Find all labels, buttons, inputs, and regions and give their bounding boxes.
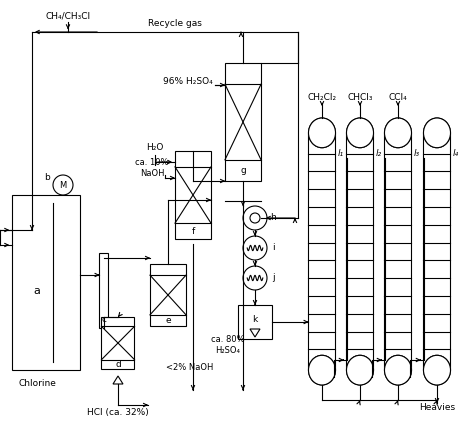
Ellipse shape (384, 355, 411, 385)
Text: a: a (34, 286, 40, 296)
Ellipse shape (423, 118, 450, 148)
Text: k: k (252, 315, 258, 323)
Bar (238, 305, 272, 339)
Text: <2% NaOH: <2% NaOH (166, 364, 214, 372)
Text: e: e (165, 316, 171, 325)
Text: CCl₄: CCl₄ (389, 93, 407, 102)
Text: g: g (240, 166, 246, 175)
Text: H₂O: H₂O (146, 144, 164, 152)
Polygon shape (250, 329, 260, 337)
Text: M: M (59, 181, 67, 190)
Text: Heavies: Heavies (419, 402, 455, 411)
Bar (150, 264, 186, 326)
Text: CH₄/CH₃Cl: CH₄/CH₃Cl (46, 11, 91, 20)
Text: Chlorine: Chlorine (18, 379, 56, 388)
Bar (100, 253, 109, 328)
Text: h: h (270, 214, 276, 223)
Text: HCl (ca. 32%): HCl (ca. 32%) (87, 408, 149, 417)
Ellipse shape (346, 355, 374, 385)
Ellipse shape (423, 355, 450, 385)
Ellipse shape (384, 118, 411, 148)
Text: l₄: l₄ (453, 148, 459, 158)
Bar (346, 133, 374, 370)
Bar (12, 195, 80, 370)
Text: 96% H₂SO₄: 96% H₂SO₄ (163, 78, 213, 86)
Ellipse shape (309, 355, 336, 385)
Text: CHCl₃: CHCl₃ (347, 93, 373, 102)
Bar (101, 317, 135, 369)
Text: ca. 10%
NaOH: ca. 10% NaOH (135, 158, 169, 178)
Text: i: i (272, 243, 274, 253)
Text: l₁: l₁ (338, 148, 344, 158)
Bar (309, 133, 336, 370)
Text: ca. 80%
H₂SO₄: ca. 80% H₂SO₄ (211, 335, 245, 355)
Text: d: d (115, 360, 121, 369)
Text: Recycle gas: Recycle gas (148, 20, 202, 29)
Text: l₂: l₂ (376, 148, 382, 158)
Polygon shape (113, 376, 123, 384)
Text: b: b (44, 172, 50, 181)
Ellipse shape (346, 118, 374, 148)
Ellipse shape (309, 118, 336, 148)
Text: c: c (101, 315, 107, 324)
Bar (175, 151, 211, 239)
Bar (384, 133, 411, 370)
Text: f: f (191, 227, 195, 236)
Text: l₃: l₃ (414, 148, 420, 158)
Bar (225, 63, 261, 181)
Text: j: j (272, 273, 274, 283)
Text: CH₂Cl₂: CH₂Cl₂ (308, 93, 337, 102)
Bar (423, 133, 450, 370)
